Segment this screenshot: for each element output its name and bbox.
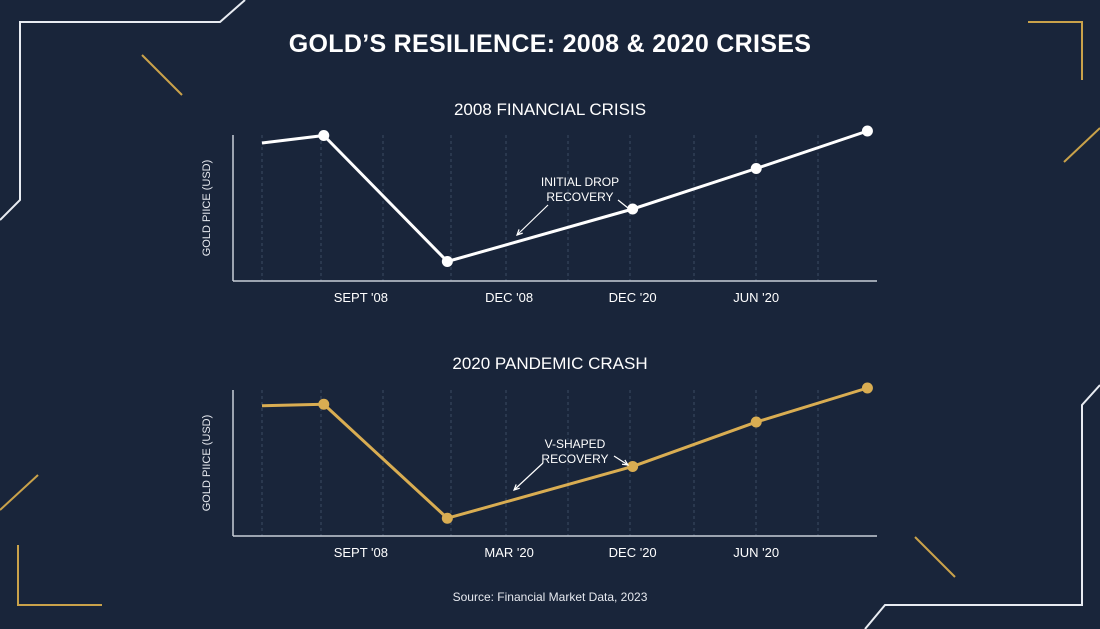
data-point [441,256,453,267]
page-title: GOLD’S RESILIENCE: 2008 & 2020 CRISES [288,30,812,58]
data-point [750,163,762,174]
data-point [861,382,873,394]
chart-2: GOLD PIICE (USD) SEPT '08 MAR '20 DEC '20 JU… [201,382,877,560]
arrowhead-icon [627,206,635,213]
annotation-text: INITIAL DROP [541,175,619,189]
series-line [261,129,868,263]
x-tick-label: MAR '20 [484,545,533,560]
y-axis-label: GOLD PIICE (USD) [201,415,213,512]
x-tick-label: JUN '20 [733,290,779,305]
chart-2-title: 2020 PANDEMIC CRASH [452,354,648,373]
arrowhead-icon [516,229,523,236]
source-note: Source: Financial Market Data, 2023 [452,590,648,604]
series-line [261,386,868,520]
annotation-arrow [513,462,544,491]
chart-1: GOLD PIICE (USD) SEPT '08 DEC '08 DEC '20 JU… [201,125,877,305]
x-tick-label: DEC '20 [609,545,657,560]
data-point [441,512,453,524]
annotation-arrow [516,204,549,236]
data-point [318,130,330,141]
annotation-text: RECOVERY [546,190,613,204]
x-tick-label: SEPT '08 [334,545,388,560]
annotation-arrow [613,455,629,466]
arrowhead-icon [621,459,630,466]
data-point [627,460,639,472]
data-point [750,416,762,428]
x-tick-label: DEC '08 [485,290,533,305]
annotation-text: V-SHAPED [545,437,606,451]
x-tick-label: JUN '20 [733,545,779,560]
chart-1-title: 2008 FINANCIAL CRISIS [453,100,647,119]
y-axis-label: GOLD PIICE (USD) [201,160,213,257]
annotation-text: RECOVERY [541,452,608,466]
arrowhead-icon [512,484,520,491]
annotation-arrow [617,199,634,213]
x-tick-label: SEPT '08 [334,290,388,305]
data-point [318,398,330,410]
x-tick-label: DEC '20 [609,290,657,305]
data-point [861,125,873,137]
